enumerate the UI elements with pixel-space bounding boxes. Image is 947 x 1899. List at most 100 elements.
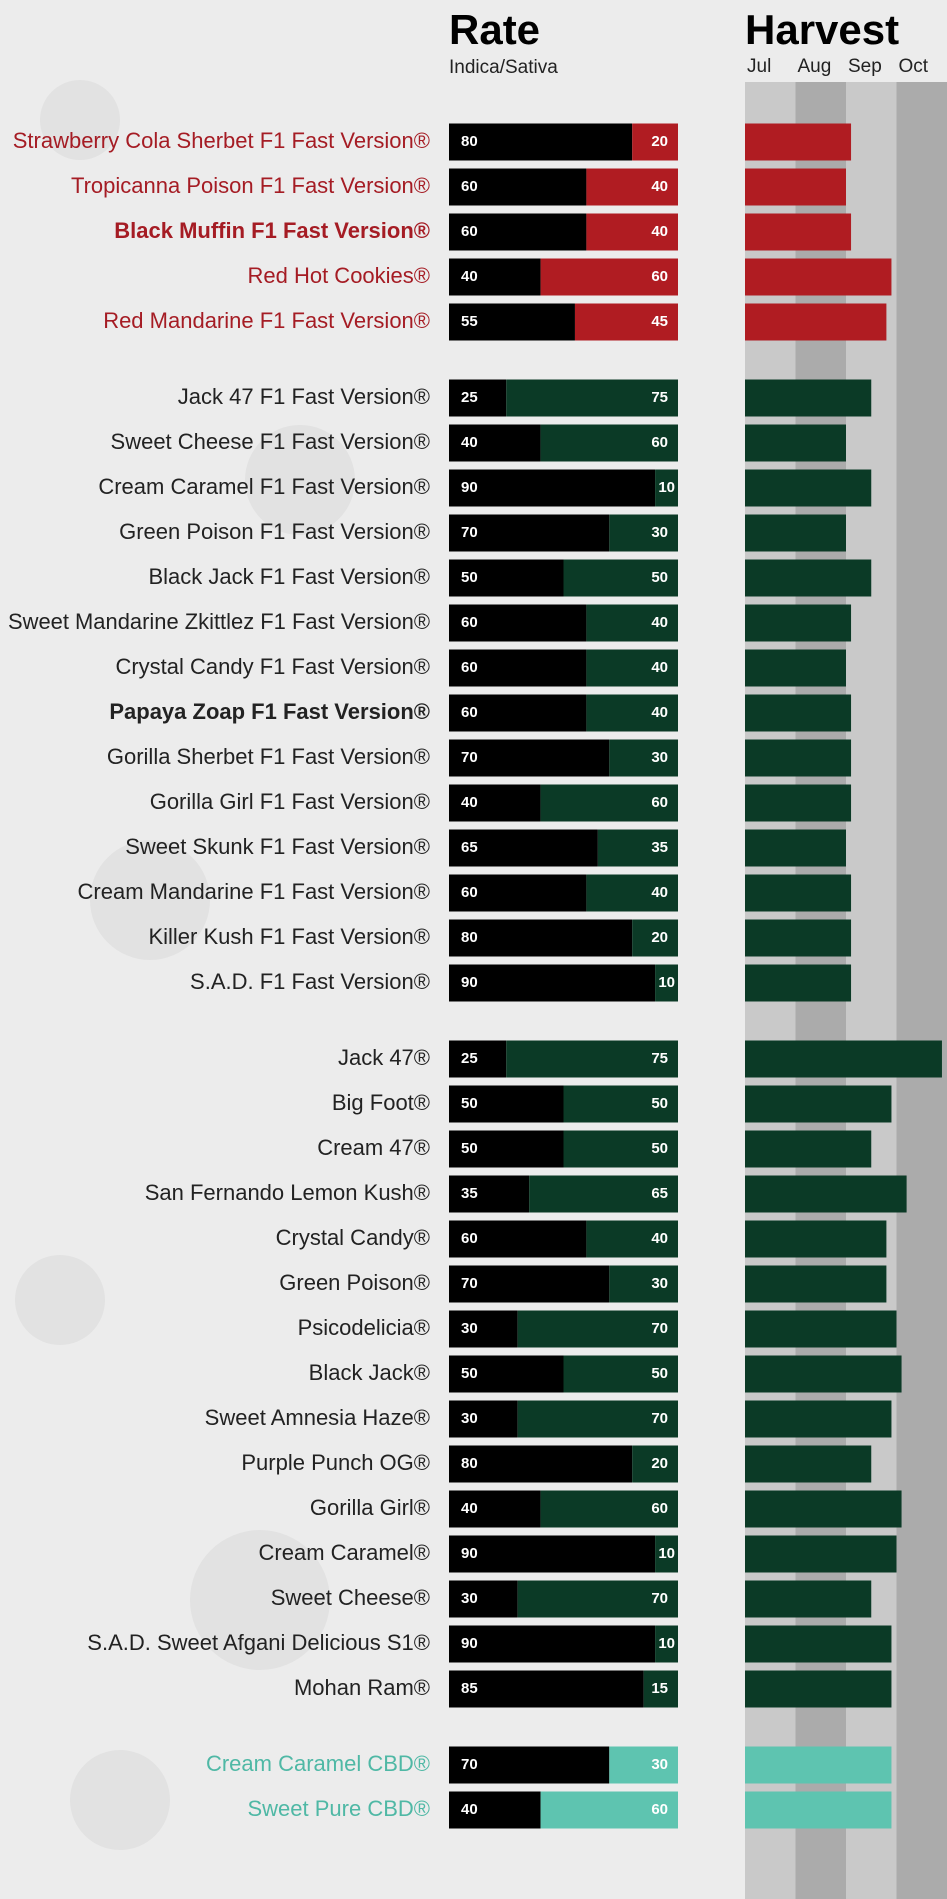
harvest-bar [745,740,851,777]
harvest-bar [745,785,851,822]
indica-label: 90 [461,974,478,991]
sativa-label: 30 [651,1756,668,1773]
indica-bar [449,1581,518,1618]
sativa-label: 60 [651,1500,668,1517]
harvest-bar [745,1536,897,1573]
indica-label: 60 [461,1230,478,1247]
indica-label: 40 [461,268,478,285]
indica-label: 90 [461,1635,478,1652]
strain-name: Sweet Skunk F1 Fast Version® [125,834,430,859]
chart: Rate Indica/Sativa Harvest JulAugSepOctS… [0,0,947,1899]
month-label: Jul [747,56,771,77]
sativa-label: 75 [651,1050,668,1067]
harvest-bar [745,515,846,552]
indica-label: 40 [461,434,478,451]
sativa-label: 40 [651,704,668,721]
sativa-label: 15 [651,1680,668,1697]
strain-name: Green Poison F1 Fast Version® [119,519,430,544]
sativa-label: 45 [651,313,668,330]
sativa-label: 10 [658,974,675,991]
harvest-bar [745,1491,902,1528]
indica-label: 80 [461,929,478,946]
harvest-bar [745,1041,942,1078]
indica-label: 60 [461,659,478,676]
indica-label: 25 [461,389,478,406]
strain-name: Cream Caramel F1 Fast Version® [98,474,430,499]
indica-label: 30 [461,1590,478,1607]
sativa-label: 70 [651,1410,668,1427]
strain-name: Cream Caramel® [259,1540,430,1565]
harvest-bar [745,214,851,251]
harvest-bar [745,425,846,462]
harvest-bar [745,1356,902,1393]
sativa-label: 65 [651,1185,668,1202]
sativa-label: 20 [651,929,668,946]
sativa-label: 70 [651,1590,668,1607]
harvest-bar [745,1401,891,1438]
harvest-bar [745,470,871,507]
harvest-bar [745,1626,891,1663]
indica-bar [449,1626,655,1663]
indica-label: 85 [461,1680,478,1697]
sativa-label: 40 [651,884,668,901]
indica-label: 70 [461,524,478,541]
harvest-bar [745,1131,871,1168]
sativa-label: 40 [651,1230,668,1247]
sativa-label: 20 [651,1455,668,1472]
sativa-label: 60 [651,434,668,451]
harvest-bar [745,1671,891,1708]
sativa-label: 40 [651,223,668,240]
harvest-bar [745,1086,891,1123]
indica-label: 25 [461,1050,478,1067]
sativa-label: 35 [651,839,668,856]
strain-name: Papaya Zoap F1 Fast Version® [109,699,430,724]
strain-name: Psicodelicia® [298,1315,430,1340]
strain-name: Cream 47® [317,1135,430,1160]
harvest-bar [745,650,846,687]
sativa-label: 30 [651,524,668,541]
harvest-bar [745,304,886,341]
month-label: Aug [798,56,832,77]
sativa-label: 30 [651,1275,668,1292]
indica-label: 60 [461,178,478,195]
indica-label: 60 [461,223,478,240]
strain-name: Sweet Mandarine Zkittlez F1 Fast Version… [8,609,430,634]
harvest-bar [745,1176,907,1213]
strain-name: Big Foot® [332,1090,430,1115]
indica-label: 55 [461,313,478,330]
strain-name: Gorilla Girl® [310,1495,430,1520]
indica-label: 35 [461,1185,478,1202]
strain-name: San Fernando Lemon Kush® [145,1180,430,1205]
indica-bar [449,1671,644,1708]
strain-name: Mohan Ram® [294,1675,430,1700]
month-label: Sep [848,56,882,77]
sativa-label: 40 [651,178,668,195]
harvest-title: Harvest [745,6,899,53]
indica-label: 50 [461,1365,478,1382]
harvest-bar [745,560,871,597]
sativa-label: 20 [651,133,668,150]
month-column [897,82,947,1899]
strain-name: Sweet Pure CBD® [248,1796,431,1821]
harvest-bar [745,124,851,161]
indica-label: 50 [461,569,478,586]
indica-label: 60 [461,884,478,901]
indica-label: 60 [461,704,478,721]
sativa-label: 10 [658,1635,675,1652]
strain-name: Sweet Cheese F1 Fast Version® [111,429,430,454]
sativa-label: 70 [651,1320,668,1337]
harvest-bar [745,875,851,912]
strain-name: Cream Caramel CBD® [206,1751,430,1776]
strain-name: Strawberry Cola Sherbet F1 Fast Version® [13,128,430,153]
harvest-bar [745,695,851,732]
sativa-label: 40 [651,659,668,676]
sativa-label: 10 [658,1545,675,1562]
harvest-bar [745,1581,871,1618]
sativa-label: 50 [651,1365,668,1382]
rate-title: Rate [449,6,540,53]
strain-name: Black Muffin F1 Fast Version® [114,218,430,243]
harvest-bar [745,1221,886,1258]
indica-label: 30 [461,1410,478,1427]
indica-label: 80 [461,1455,478,1472]
harvest-bar [745,259,891,296]
